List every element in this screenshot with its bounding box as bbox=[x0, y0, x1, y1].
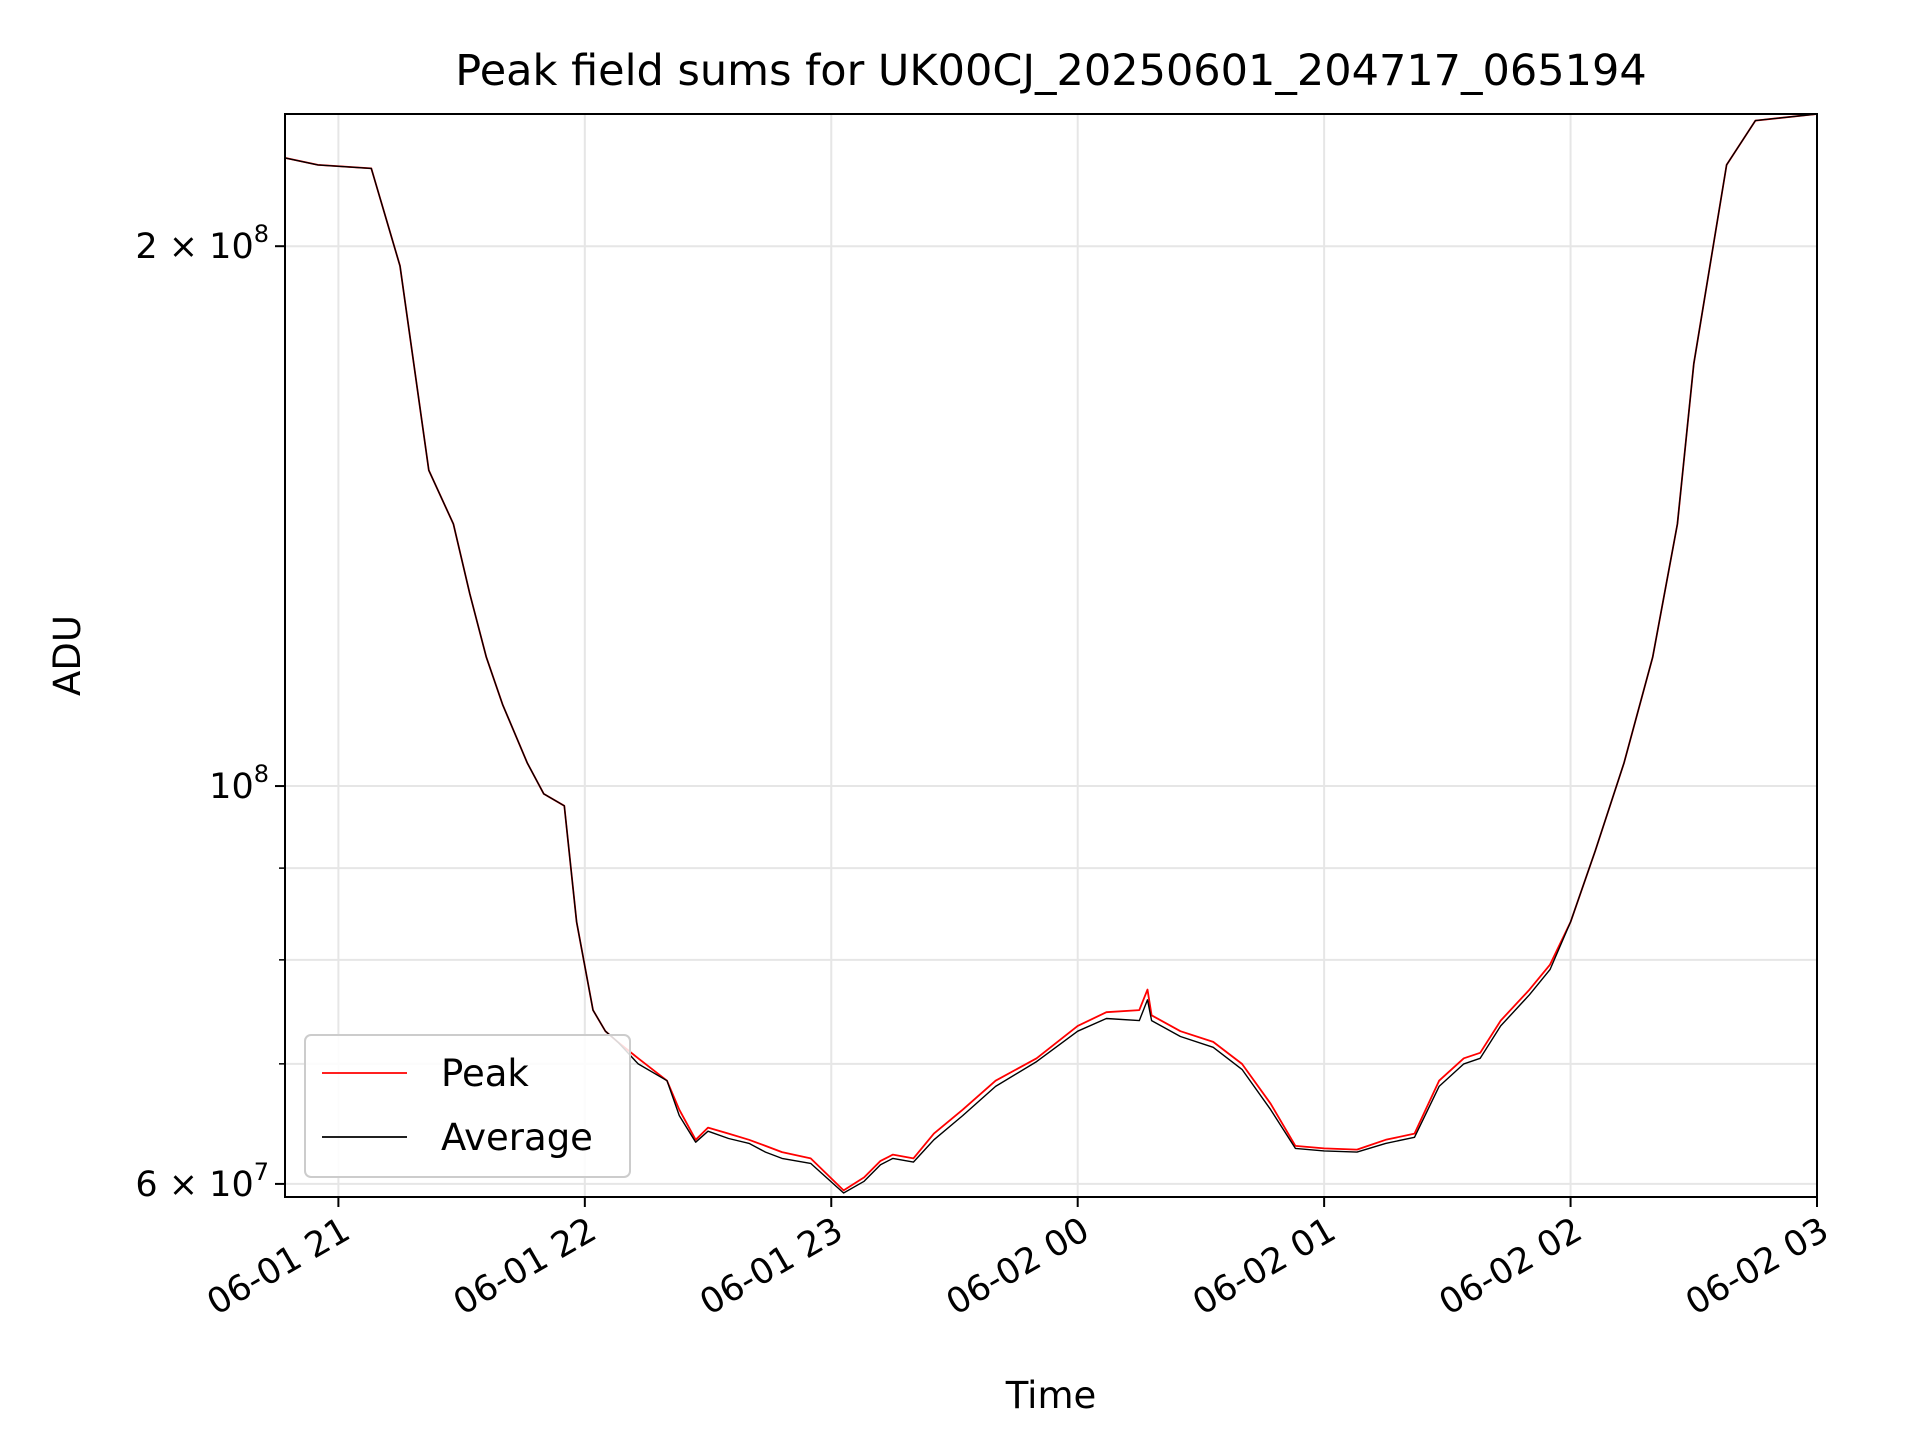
y-tick-label: 108 bbox=[209, 760, 269, 807]
x-axis-title: Time bbox=[1005, 1374, 1097, 1417]
plot-frame bbox=[284, 113, 1818, 1198]
y-axis-title: ADU bbox=[46, 615, 89, 696]
legend-label-peak: Peak bbox=[441, 1052, 529, 1095]
chart-title: Peak field sums for UK00CJ_20250601_2047… bbox=[455, 46, 1646, 96]
legend: Peak Average bbox=[304, 1034, 631, 1178]
legend-frame bbox=[304, 1034, 631, 1178]
y-tick-label: 6 × 107 bbox=[135, 1158, 269, 1205]
y-tick-label: 2 × 108 bbox=[135, 220, 269, 267]
series-line-average bbox=[284, 113, 1818, 1194]
legend-label-average: Average bbox=[441, 1116, 593, 1159]
series-layer bbox=[284, 113, 1818, 1194]
